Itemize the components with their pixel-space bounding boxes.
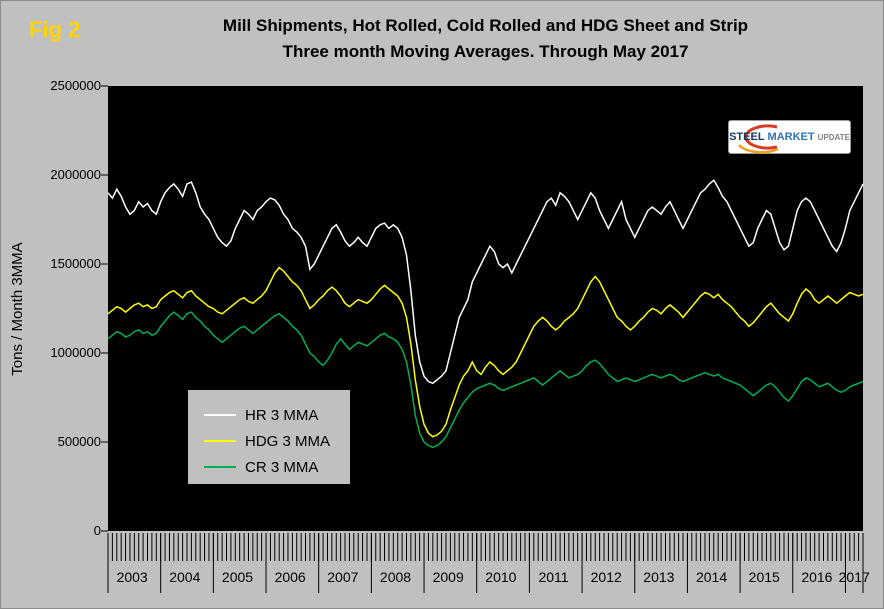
- legend-item: HDG 3 MMA: [204, 428, 350, 454]
- y-tick-label: 1500000: [50, 256, 101, 271]
- legend-label: HR 3 MMA: [245, 406, 319, 424]
- x-year-label: 2005: [221, 569, 254, 585]
- legend-label: CR 3 MMA: [245, 458, 319, 476]
- y-tick-label: 2500000: [50, 78, 101, 93]
- x-year-label: 2007: [327, 569, 359, 585]
- x-year-label: 2004: [169, 569, 201, 585]
- x-year-label: 2013: [643, 569, 675, 585]
- x-year-label: 2017: [838, 569, 870, 585]
- x-year-label: 2003: [116, 569, 148, 585]
- logo-text-market: MARKET: [767, 131, 815, 143]
- legend-item: CR 3 MMA: [204, 454, 350, 480]
- chart-title: Mill Shipments, Hot Rolled, Cold Rolled …: [222, 16, 749, 35]
- logo-swoosh-icon: [738, 124, 779, 154]
- x-year-label: 2011: [538, 569, 569, 585]
- y-tick-label: 2000000: [50, 167, 101, 182]
- legend-item: HR 3 MMA: [204, 402, 350, 428]
- smu-logo: STEEL MARKET UPDATE: [728, 120, 851, 154]
- legend-line-swatch: [204, 440, 236, 442]
- legend-label: HDG 3 MMA: [245, 432, 331, 450]
- legend-line-swatch: [204, 414, 236, 416]
- x-year-label: 2008: [379, 569, 412, 585]
- legend-line-swatch: [204, 466, 236, 468]
- x-year-label: 2015: [748, 569, 780, 585]
- y-tick-label: 500000: [57, 434, 101, 449]
- x-year-label: 2014: [695, 569, 728, 585]
- x-year-label: 2016: [801, 569, 833, 585]
- y-tick-label: 1000000: [50, 345, 101, 360]
- y-tick-label: 0: [93, 523, 101, 538]
- legend-entries: HR 3 MMA HDG 3 MMA CR 3 MMA: [204, 402, 350, 480]
- logo-text-steel: STEEL: [729, 131, 765, 143]
- chart-subtitle: Three month Moving Averages. Through May…: [282, 42, 689, 61]
- series-line-hdg-3-mma: [107, 266, 864, 438]
- legend: HR 3 MMA HDG 3 MMA CR 3 MMA: [188, 390, 350, 484]
- x-year-label: 2012: [590, 569, 622, 585]
- figure-number-label: Fig 2: [29, 17, 81, 42]
- x-year-label: 2010: [485, 569, 517, 585]
- x-year-label: 2009: [432, 569, 464, 585]
- x-year-label: 2006: [274, 569, 306, 585]
- chart-title-block: Mill Shipments, Hot Rolled, Cold Rolled …: [108, 13, 863, 65]
- series-line-cr-3-mma: [107, 311, 864, 449]
- series-line-hr-3-mma: [107, 179, 864, 385]
- logo-text-update: UPDATE: [817, 132, 850, 142]
